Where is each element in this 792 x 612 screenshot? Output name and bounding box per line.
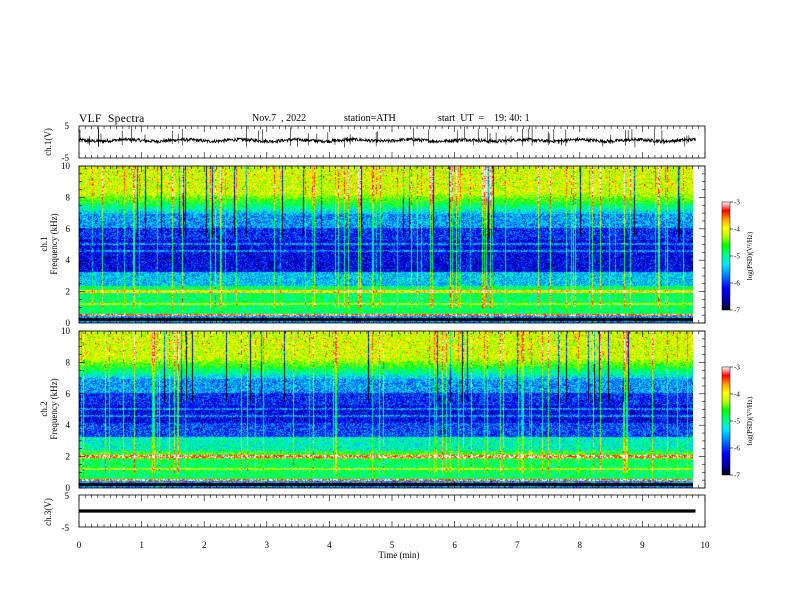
time-axis-label: Time (min) xyxy=(379,550,420,560)
time-tick-label-7: 7 xyxy=(515,540,520,550)
ch1-colorbar-label: log(PSD)(V²/Hz) xyxy=(746,231,754,280)
time-tick-label-3: 3 xyxy=(265,540,270,550)
ch1-ytick-top: 5 xyxy=(65,121,70,131)
spec1-yticks-label-2: 4 xyxy=(66,255,71,265)
cb1-ticks-label-1: -4 xyxy=(734,226,740,234)
ch1-frequency-ticks: 0 2 4 6 8 10 xyxy=(61,161,705,328)
time-tick-label-6: 6 xyxy=(452,540,457,550)
ch3-ylabel: ch.3(V) xyxy=(43,498,53,526)
time-tick-label-4: 4 xyxy=(327,540,332,550)
time-axis: 0 1 2 3 4 5 6 7 8 9 10 xyxy=(77,126,710,550)
ch1-spectrogram-image xyxy=(79,166,693,323)
cb2-ticks-label-3: -6 xyxy=(734,445,740,453)
header-start-ut: start UT = 19: 40: 1 xyxy=(438,113,530,124)
ch3-ytick-top: 5 xyxy=(65,491,70,501)
header-station: station=ATH xyxy=(344,113,396,124)
time-tick-label-0: 0 xyxy=(77,540,82,550)
ch1-trace-line xyxy=(78,136,696,145)
ch3-ytick-bottom: -5 xyxy=(62,523,70,533)
spec1-yticks-label-1: 2 xyxy=(66,287,71,297)
spec1-yticks-label-5: 10 xyxy=(61,161,71,171)
spec1-yticks-label-3: 6 xyxy=(66,224,71,234)
figure-title: VLF Spectra xyxy=(79,113,145,125)
time-tick-label-9: 9 xyxy=(640,540,645,550)
time-tick-label-8: 8 xyxy=(578,540,583,550)
ch1-colorbar-ticks: -3 -4 -5 -6 -7 xyxy=(730,199,740,315)
ch2-colorbar: -3 -4 -5 -6 -7 log(PSD)(V²/Hz) xyxy=(721,364,754,480)
ch2-ylabel-frequency: Frequency (kHz) xyxy=(49,378,59,439)
spec2-yticks-label-4: 8 xyxy=(66,357,71,367)
ch2-spectrogram-panel: 0 2 4 6 8 10 ch.2 Frequency (kHz) xyxy=(39,326,706,493)
spec2-yticks-label-0: 0 xyxy=(66,483,71,493)
ch1-ylabel: ch.1(V) xyxy=(43,128,53,156)
time-tick-label-1: 1 xyxy=(139,540,144,550)
cb1-ticks-label-3: -6 xyxy=(734,280,740,288)
ch1-colorbar: -3 -4 -5 -6 -7 log(PSD)(V²/Hz) xyxy=(721,199,754,315)
time-tick-label-5: 5 xyxy=(390,540,395,550)
ch1-ylabel-channel: ch.1 xyxy=(39,236,49,251)
cb2-ticks-label-2: -5 xyxy=(734,418,740,426)
cb1-ticks-label-0: -3 xyxy=(734,199,740,207)
header-date: Nov.7 , 2022 xyxy=(252,113,307,124)
spec2-yticks-label-5: 10 xyxy=(61,326,71,336)
cb2-ticks-label-4: -7 xyxy=(734,472,740,480)
ch1-colorbar-scale xyxy=(721,201,731,311)
ch2-spectrogram-image xyxy=(79,331,693,488)
spec2-yticks-label-3: 6 xyxy=(66,389,71,399)
ch2-frequency-ticks: 0 2 4 6 8 10 xyxy=(61,326,705,493)
time-tick-label-2: 2 xyxy=(202,540,207,550)
spec1-yticks-label-4: 8 xyxy=(66,192,71,202)
time-tick-label-10: 10 xyxy=(701,540,711,550)
ch1-spectrogram-panel: 0 2 4 6 8 10 ch.1 Frequency (kHz) xyxy=(39,161,706,328)
cb1-ticks-label-2: -5 xyxy=(734,253,740,261)
ch1-ylabel-frequency: Frequency (kHz) xyxy=(49,213,59,274)
spec2-yticks-label-2: 4 xyxy=(66,420,71,430)
ch2-ylabel-channel: ch.2 xyxy=(39,401,49,416)
cb2-ticks-label-0: -3 xyxy=(734,364,740,372)
spec2-yticks-label-1: 2 xyxy=(66,452,71,462)
cb1-ticks-label-4: -7 xyxy=(734,307,740,315)
ch2-colorbar-label: log(PSD)(V²/Hz) xyxy=(746,396,754,445)
ch2-colorbar-scale xyxy=(721,366,731,476)
spec1-yticks-label-0: 0 xyxy=(66,318,71,328)
ch1-ytick-bottom: -5 xyxy=(62,153,70,163)
ch3-waveform-panel: 5 -5 ch.3(V) xyxy=(43,491,706,533)
ch1-waveform-trace xyxy=(78,126,696,148)
ch2-colorbar-ticks: -3 -4 -5 -6 -7 xyxy=(730,364,740,480)
cb2-ticks-label-1: -4 xyxy=(734,391,740,399)
ch1-waveform-panel: 5 -5 ch.1(V) xyxy=(43,121,706,163)
